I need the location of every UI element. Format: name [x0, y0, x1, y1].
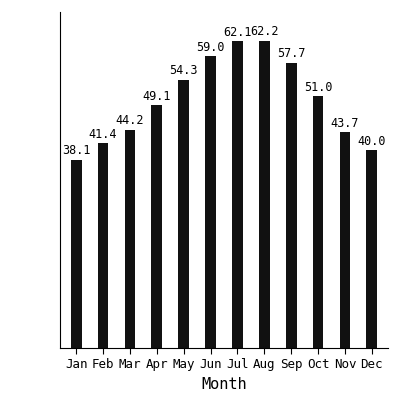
Text: 40.0: 40.0: [358, 135, 386, 148]
Text: 43.7: 43.7: [331, 116, 359, 130]
Bar: [205, 56, 216, 348]
Text: 51.0: 51.0: [304, 80, 332, 94]
Text: 57.7: 57.7: [277, 48, 306, 60]
Text: 59.0: 59.0: [196, 41, 225, 54]
Bar: [313, 96, 324, 348]
Text: 44.2: 44.2: [116, 114, 144, 127]
Bar: [286, 63, 296, 348]
Bar: [340, 132, 350, 348]
Text: 41.4: 41.4: [89, 128, 117, 141]
Text: 49.1: 49.1: [142, 90, 171, 103]
Bar: [98, 144, 108, 348]
Text: 38.1: 38.1: [62, 144, 90, 157]
Bar: [152, 105, 162, 348]
Text: 62.2: 62.2: [250, 25, 278, 38]
Bar: [366, 150, 377, 348]
Text: 62.1: 62.1: [223, 26, 252, 39]
Text: 54.3: 54.3: [170, 64, 198, 77]
Bar: [232, 41, 243, 348]
X-axis label: Month: Month: [201, 377, 247, 392]
Bar: [124, 130, 135, 348]
Bar: [71, 160, 82, 348]
Bar: [178, 80, 189, 348]
Bar: [259, 41, 270, 348]
